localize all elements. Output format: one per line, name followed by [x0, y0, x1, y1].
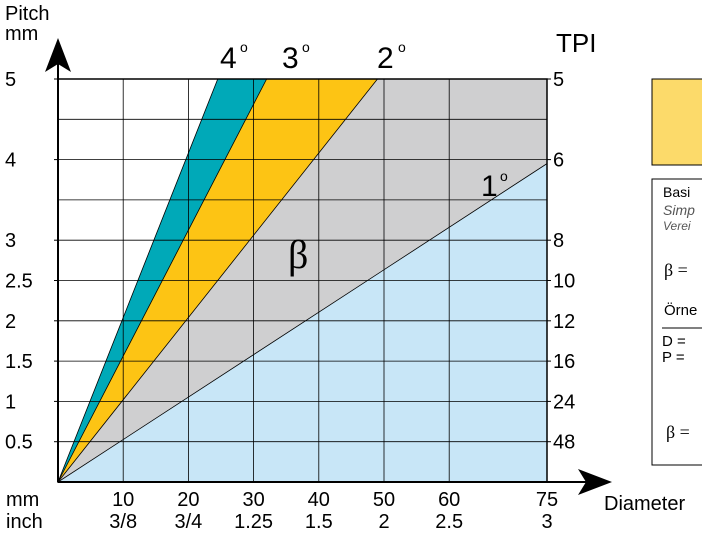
legend-p-eq: P = [662, 349, 685, 366]
angle-label-2: 2 o [377, 39, 406, 75]
tpi-tick-label: 48 [553, 432, 575, 454]
legend-beta-eq-2: β = [666, 422, 690, 442]
x-tick-label-mm: 10 [112, 489, 134, 511]
x-tick-label-mm: 20 [177, 489, 199, 511]
x-tick-label-inch: 1.25 [234, 511, 273, 533]
tpi-tick-label: 10 [553, 271, 575, 293]
legend-info-box [651, 178, 702, 466]
legend-swatch [651, 78, 702, 166]
angle-label-1-degree: o [500, 168, 508, 184]
y-tick-label: 1.5 [5, 351, 33, 373]
y-tick-label: 0.5 [5, 432, 33, 454]
series-lines [57, 78, 548, 483]
series-line-4 [57, 78, 219, 483]
y-tick-label: 5 [5, 69, 16, 91]
y-tick-labels: 5 4 3 2.5 2 1.5 1 0.5 [5, 69, 33, 454]
x-tick-label-mm: 75 [536, 489, 558, 511]
x-tick-label-mm: 30 [242, 489, 264, 511]
angle-label-2-number: 2 [377, 42, 394, 75]
tpi-tick-labels: 5 6 8 10 12 16 24 48 [553, 69, 575, 454]
tpi-tick-label: 24 [553, 391, 575, 413]
x-tick-label-inch: 1.5 [305, 511, 333, 533]
legend-d-eq: D = [662, 333, 686, 350]
angle-label-3-number: 3 [282, 42, 299, 75]
angle-label-3-degree: o [302, 39, 310, 55]
y-axis-title-line2: mm [5, 23, 38, 45]
legend-beta-eq-1: β = [664, 260, 688, 280]
y-axis-title-line1: Pitch [5, 3, 49, 25]
angle-label-2-degree: o [398, 39, 406, 55]
x-tick-label-mm: 40 [308, 489, 330, 511]
y-tick-label: 3 [5, 230, 16, 252]
x-tick-labels-inch: 3/8 3/4 1.25 1.5 2 2.5 3 [109, 511, 552, 533]
angle-label-1-number: 1 [481, 170, 498, 203]
x-tick-label-mm: 50 [373, 489, 395, 511]
tpi-tick-label: 12 [553, 311, 575, 333]
tpi-tick-label: 8 [553, 230, 564, 252]
x-axis-title: Diameter [604, 493, 685, 515]
tpi-tick-label: 16 [553, 351, 575, 373]
legend-verei-text: Verei [663, 219, 691, 233]
x-tick-label-inch: 3 [541, 511, 552, 533]
x-axis-arrowhead-icon [578, 469, 612, 495]
x-tick-labels-mm: 10 20 30 40 50 60 75 [112, 489, 558, 511]
angle-label-4-degree: o [240, 39, 248, 55]
angle-label-1: 1 o [481, 168, 508, 203]
legend-basis-text: Basi [663, 184, 690, 200]
angle-label-3: 3 o [282, 39, 310, 75]
y-tick-label: 2 [5, 311, 16, 333]
y-tick-label: 1 [5, 391, 16, 413]
x-tick-label-inch: 2.5 [435, 511, 463, 533]
legend-simp-text: Simp [663, 202, 695, 218]
tpi-axis-title: TPI [556, 28, 596, 58]
tpi-tick-label: 5 [553, 69, 564, 91]
x-tick-label-inch: 3/4 [174, 511, 202, 533]
series-line-1 [57, 163, 548, 483]
x-unit-inch: inch [6, 511, 43, 533]
beta-region-label: β [288, 232, 308, 277]
x-tick-label-mm: 60 [438, 489, 460, 511]
series-line-2 [57, 78, 378, 483]
x-tick-label-inch: 3/8 [109, 511, 137, 533]
grid-lines [54, 78, 551, 482]
angle-label-4: 4 o [220, 39, 248, 75]
tpi-tick-label: 6 [553, 150, 564, 172]
series-line-3 [57, 78, 267, 483]
angle-label-4-number: 4 [220, 42, 237, 75]
y-axis-arrowhead-icon [45, 38, 71, 72]
y-tick-label: 2.5 [5, 271, 33, 293]
x-unit-mm: mm [6, 489, 39, 511]
y-tick-label: 4 [5, 150, 16, 172]
x-tick-label-inch: 2 [378, 511, 389, 533]
legend-ornek-text: Örne [664, 301, 697, 319]
